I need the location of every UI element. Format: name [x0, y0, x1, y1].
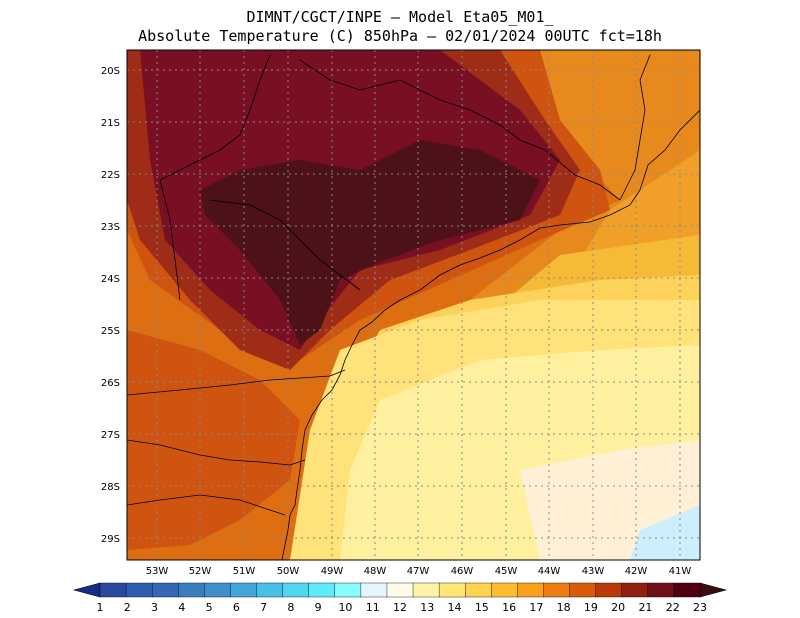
colorbar-label: 22: [666, 601, 680, 614]
colorbar-label: 15: [475, 601, 489, 614]
colorbar-cell: [673, 582, 701, 598]
colorbar-low-arrow: [72, 582, 101, 598]
colorbar-label: 17: [529, 601, 543, 614]
chart-title: DIMNT/CGCT/INPE — Model Eta05_M01_: [246, 8, 554, 26]
colorbar-cell: [543, 582, 571, 598]
lat-label: 26S: [101, 378, 120, 389]
colorbar-label: 12: [393, 601, 407, 614]
lon-label: 46W: [451, 566, 474, 577]
latitude-labels: 20S 21S 22S 23S 24S 25S 26S 27S 28S 29S: [101, 66, 120, 545]
colorbar-cell: [256, 582, 284, 598]
border-sp-pr: [209, 199, 361, 291]
colorbar-label: 4: [178, 601, 185, 614]
lon-label: 51W: [233, 566, 256, 577]
border-rj-mg: [519, 139, 621, 201]
lon-label: 50W: [277, 566, 300, 577]
border-rs-uy: [127, 494, 286, 516]
map-frame: [126, 49, 701, 561]
colorbar-cell: [334, 582, 362, 598]
border-sc-pr: [127, 369, 346, 396]
colorbar-label: 10: [338, 601, 352, 614]
colorbar-cell: [517, 582, 544, 598]
colorbar-cell: [491, 582, 518, 598]
colorbar-cell: [99, 582, 127, 598]
longitude-labels: 53W 52W 51W 50W 49W 48W 47W 46W 45W 44W …: [146, 566, 692, 577]
border-sp-mg: [299, 59, 521, 141]
colorbar: 1 2 3 4 5 6 7 8 9 10 11 12 13 14 15 16 17 18 19 20 21 22 23: [72, 582, 728, 614]
lon-label: 53W: [146, 566, 169, 577]
lon-label: 49W: [321, 566, 344, 577]
lat-label: 20S: [101, 66, 120, 77]
colorbar-cell: [125, 582, 153, 598]
lat-label: 24S: [101, 274, 120, 285]
colorbar-label: 18: [557, 601, 571, 614]
field-20-south: [127, 330, 300, 550]
lat-label: 25S: [101, 326, 120, 337]
coastline: [281, 109, 700, 560]
colorbar-cell: [204, 582, 231, 598]
colorbar-label: 8: [287, 601, 294, 614]
colorbar-label: 19: [584, 601, 598, 614]
colorbar-cell: [647, 582, 675, 598]
colorbar-label: 16: [502, 601, 516, 614]
colorbar-cell: [178, 582, 205, 598]
lon-label: 42W: [625, 566, 648, 577]
colorbar-label: 13: [420, 601, 434, 614]
colorbar-cell: [151, 582, 179, 598]
cold-patch: [630, 505, 700, 560]
colorbar-label: 1: [97, 601, 104, 614]
lon-label: 47W: [407, 566, 430, 577]
lon-label: 52W: [189, 566, 212, 577]
colorbar-cell: [465, 582, 492, 598]
lon-label: 43W: [582, 566, 605, 577]
colorbar-label: 21: [638, 601, 652, 614]
colorbar-cell: [282, 582, 310, 598]
border-rs-sc: [127, 439, 306, 466]
colorbar-cell: [438, 582, 466, 598]
colorbar-label: 7: [260, 601, 267, 614]
colorbar-label: 5: [206, 601, 213, 614]
lat-label: 22S: [101, 170, 120, 181]
colorbar-label: 23: [693, 601, 707, 614]
lat-label: 29S: [101, 534, 120, 545]
colorbar-label: 2: [124, 601, 131, 614]
lat-label: 28S: [101, 482, 120, 493]
colorbar-label: 14: [448, 601, 462, 614]
lon-label: 45W: [495, 566, 518, 577]
colorbar-cell: [595, 582, 623, 598]
lat-label: 23S: [101, 222, 120, 233]
chart-subtitle: Absolute Temperature (C) 850hPa — 02/01/…: [138, 27, 662, 45]
field-23: [200, 140, 540, 345]
colorbar-label: 3: [151, 601, 158, 614]
border-pr-py: [159, 179, 181, 301]
colorbar-cell: [412, 582, 440, 598]
lat-label: 27S: [101, 430, 120, 441]
coastlines-borders: [127, 54, 700, 560]
colorbar-label: 11: [366, 601, 380, 614]
lat-label: 21S: [101, 118, 120, 129]
lon-label: 41W: [669, 566, 692, 577]
colorbar-high-arrow: [699, 582, 728, 598]
grid-lines: [127, 50, 700, 560]
colorbar-label: 9: [315, 601, 322, 614]
colorbar-cell: [569, 582, 597, 598]
temperature-field: [127, 50, 700, 560]
border-ms-sp: [159, 54, 271, 181]
colorbar-label: 6: [233, 601, 240, 614]
colorbar-cell: [386, 582, 414, 598]
lon-label: 48W: [364, 566, 387, 577]
colorbar-cell: [308, 582, 336, 598]
border-mg-es: [619, 54, 651, 201]
colorbar-cell: [360, 582, 388, 598]
colorbar-cell: [230, 582, 258, 598]
lon-label: 44W: [538, 566, 561, 577]
colorbar-cell: [621, 582, 649, 598]
colorbar-label: 20: [611, 601, 625, 614]
